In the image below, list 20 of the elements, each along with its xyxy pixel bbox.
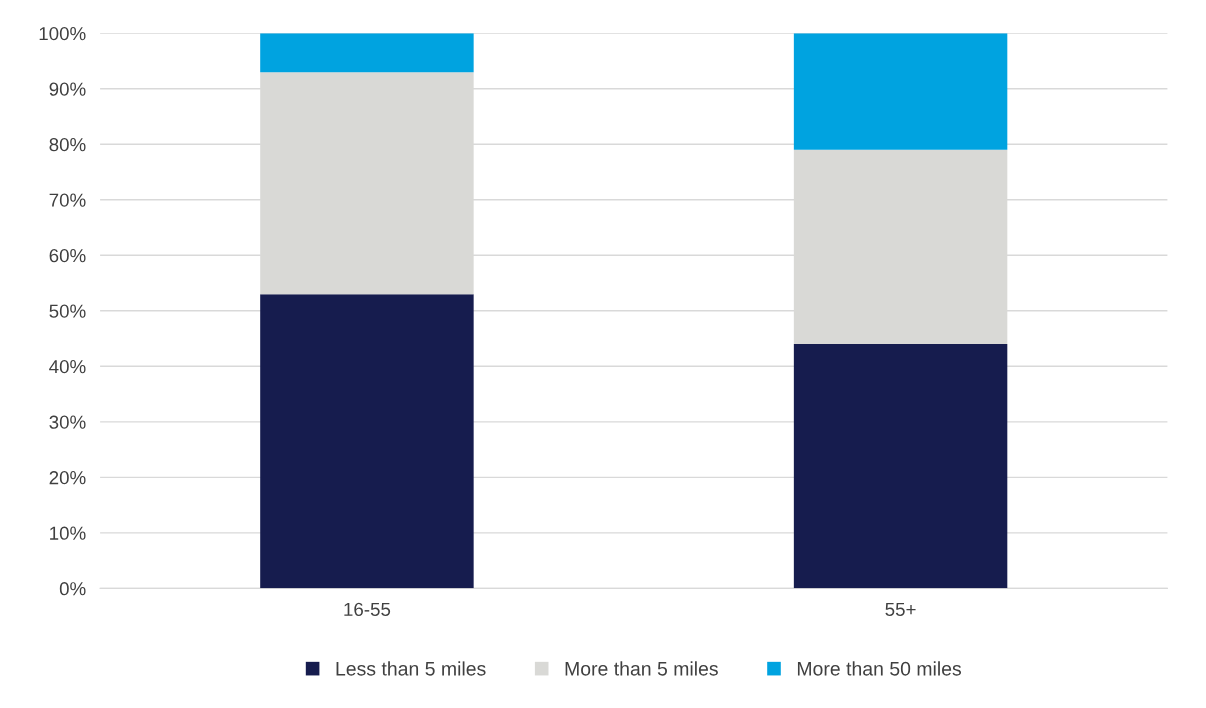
- y-tick-label: 60%: [49, 249, 86, 263]
- legend-label: Less than 5 miles: [336, 661, 486, 676]
- legend-label: More than 50 miles: [797, 661, 962, 676]
- bar: [793, 344, 1008, 589]
- y-tick-label: 10%: [50, 526, 86, 540]
- legend-label: More than 5 miles: [565, 661, 718, 676]
- y-tick-label: 50%: [49, 304, 86, 318]
- x-tick-label: 55+: [885, 602, 916, 617]
- y-tick-label: 30%: [49, 415, 86, 429]
- y-tick-label: 0%: [59, 582, 86, 596]
- bar: [260, 33, 474, 73]
- bar: [260, 294, 474, 589]
- y-tick-label: 80%: [49, 137, 86, 152]
- y-tick-label: 100%: [39, 26, 86, 41]
- x-tick-label: 16-55: [344, 602, 391, 617]
- bar: [793, 33, 1008, 150]
- y-tick-label: 20%: [49, 471, 86, 485]
- y-tick-label: 90%: [49, 82, 86, 96]
- y-tick-label: 70%: [49, 193, 86, 207]
- y-tick-label: 40%: [49, 360, 86, 374]
